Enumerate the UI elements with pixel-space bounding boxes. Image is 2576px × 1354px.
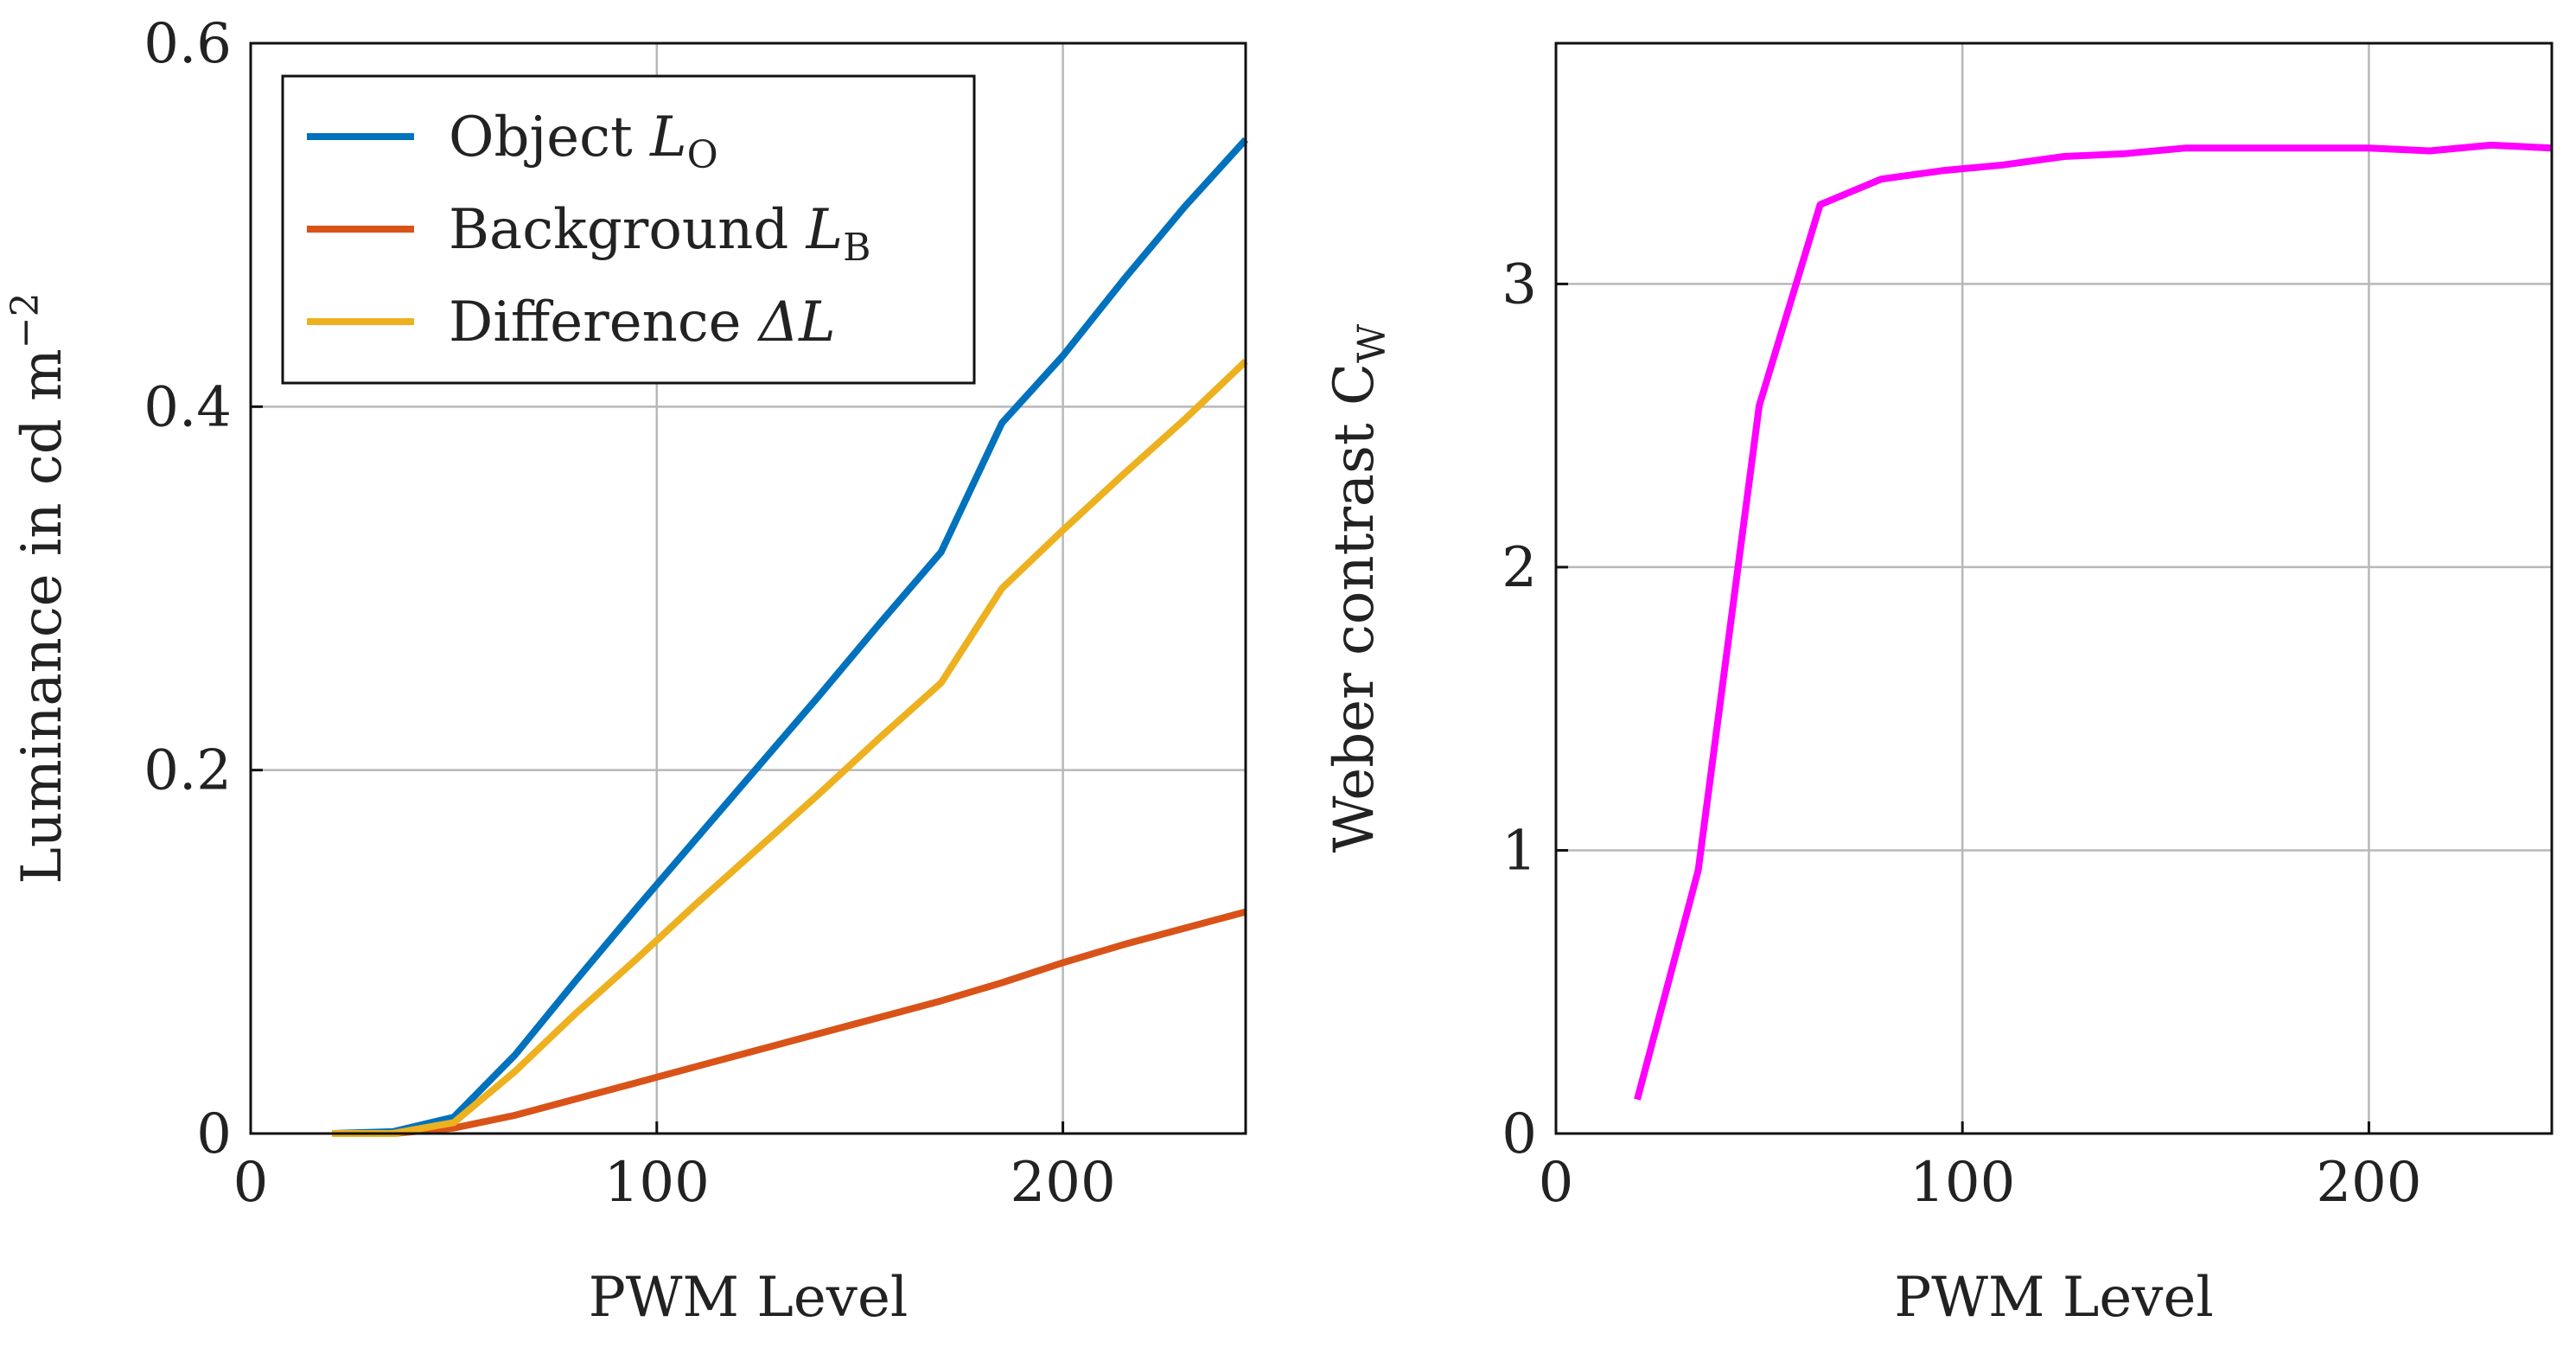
y-tick-labels: 0 1 2 3	[1502, 252, 1537, 1166]
legend-label: Background LB	[449, 198, 871, 270]
legend: Object LO Background LB Difference ΔL	[281, 74, 976, 385]
y-tick-label: 1	[1502, 819, 1537, 883]
x-tick-label: 100	[604, 1151, 710, 1215]
x-tick-labels: 0 100 200	[1539, 1151, 2422, 1215]
series-line-difference	[332, 358, 1248, 1137]
x-tick-label: 0	[1539, 1151, 1574, 1215]
y-axis-label: Weber contrast CW	[1323, 323, 1394, 853]
grid-lines	[1554, 43, 2552, 1135]
x-tick-label: 200	[1011, 1151, 1116, 1215]
y-tick-label: 2	[1502, 536, 1537, 600]
x-tick-label: 0	[233, 1151, 269, 1215]
y-axis-label: Luminance in cd m−2	[3, 292, 74, 884]
series-line-background	[332, 908, 1247, 1137]
plot-frame	[249, 42, 1247, 1135]
y-tick-label: 0.4	[143, 375, 232, 439]
luminance-chart: 0 100 200 0 0.2 0.4 0.6 PWM Level Luminance i…	[3, 12, 1248, 1330]
legend-label: Difference ΔL	[449, 291, 836, 354]
series-lines	[331, 137, 1248, 1137]
series-lines	[1634, 141, 2553, 1101]
x-tick-label: 100	[1910, 1151, 2015, 1215]
series-line-object	[331, 137, 1248, 1137]
y-tick-labels: 0 0.2 0.4 0.6	[143, 12, 232, 1166]
y-tick-label: 0	[196, 1102, 232, 1166]
x-tick-label: 200	[2316, 1151, 2421, 1215]
y-tick-label: 0.6	[143, 12, 232, 76]
x-axis-label: PWM Level	[1894, 1266, 2214, 1330]
plot-frame	[1554, 42, 2554, 1135]
weber-contrast-chart: 0 100 200 0 1 2 3 PWM Level Weber contrast CW	[1323, 42, 2554, 1330]
x-axis-label: PWM Level	[589, 1266, 909, 1330]
y-tick-label: 3	[1502, 252, 1537, 316]
series-line-weber-contrast	[1634, 141, 2553, 1101]
y-tick-label: 0	[1502, 1102, 1537, 1166]
y-tick-label: 0.2	[143, 739, 232, 803]
x-tick-labels: 0 100 200	[233, 1151, 1116, 1215]
legend-label: Object LO	[449, 105, 718, 177]
